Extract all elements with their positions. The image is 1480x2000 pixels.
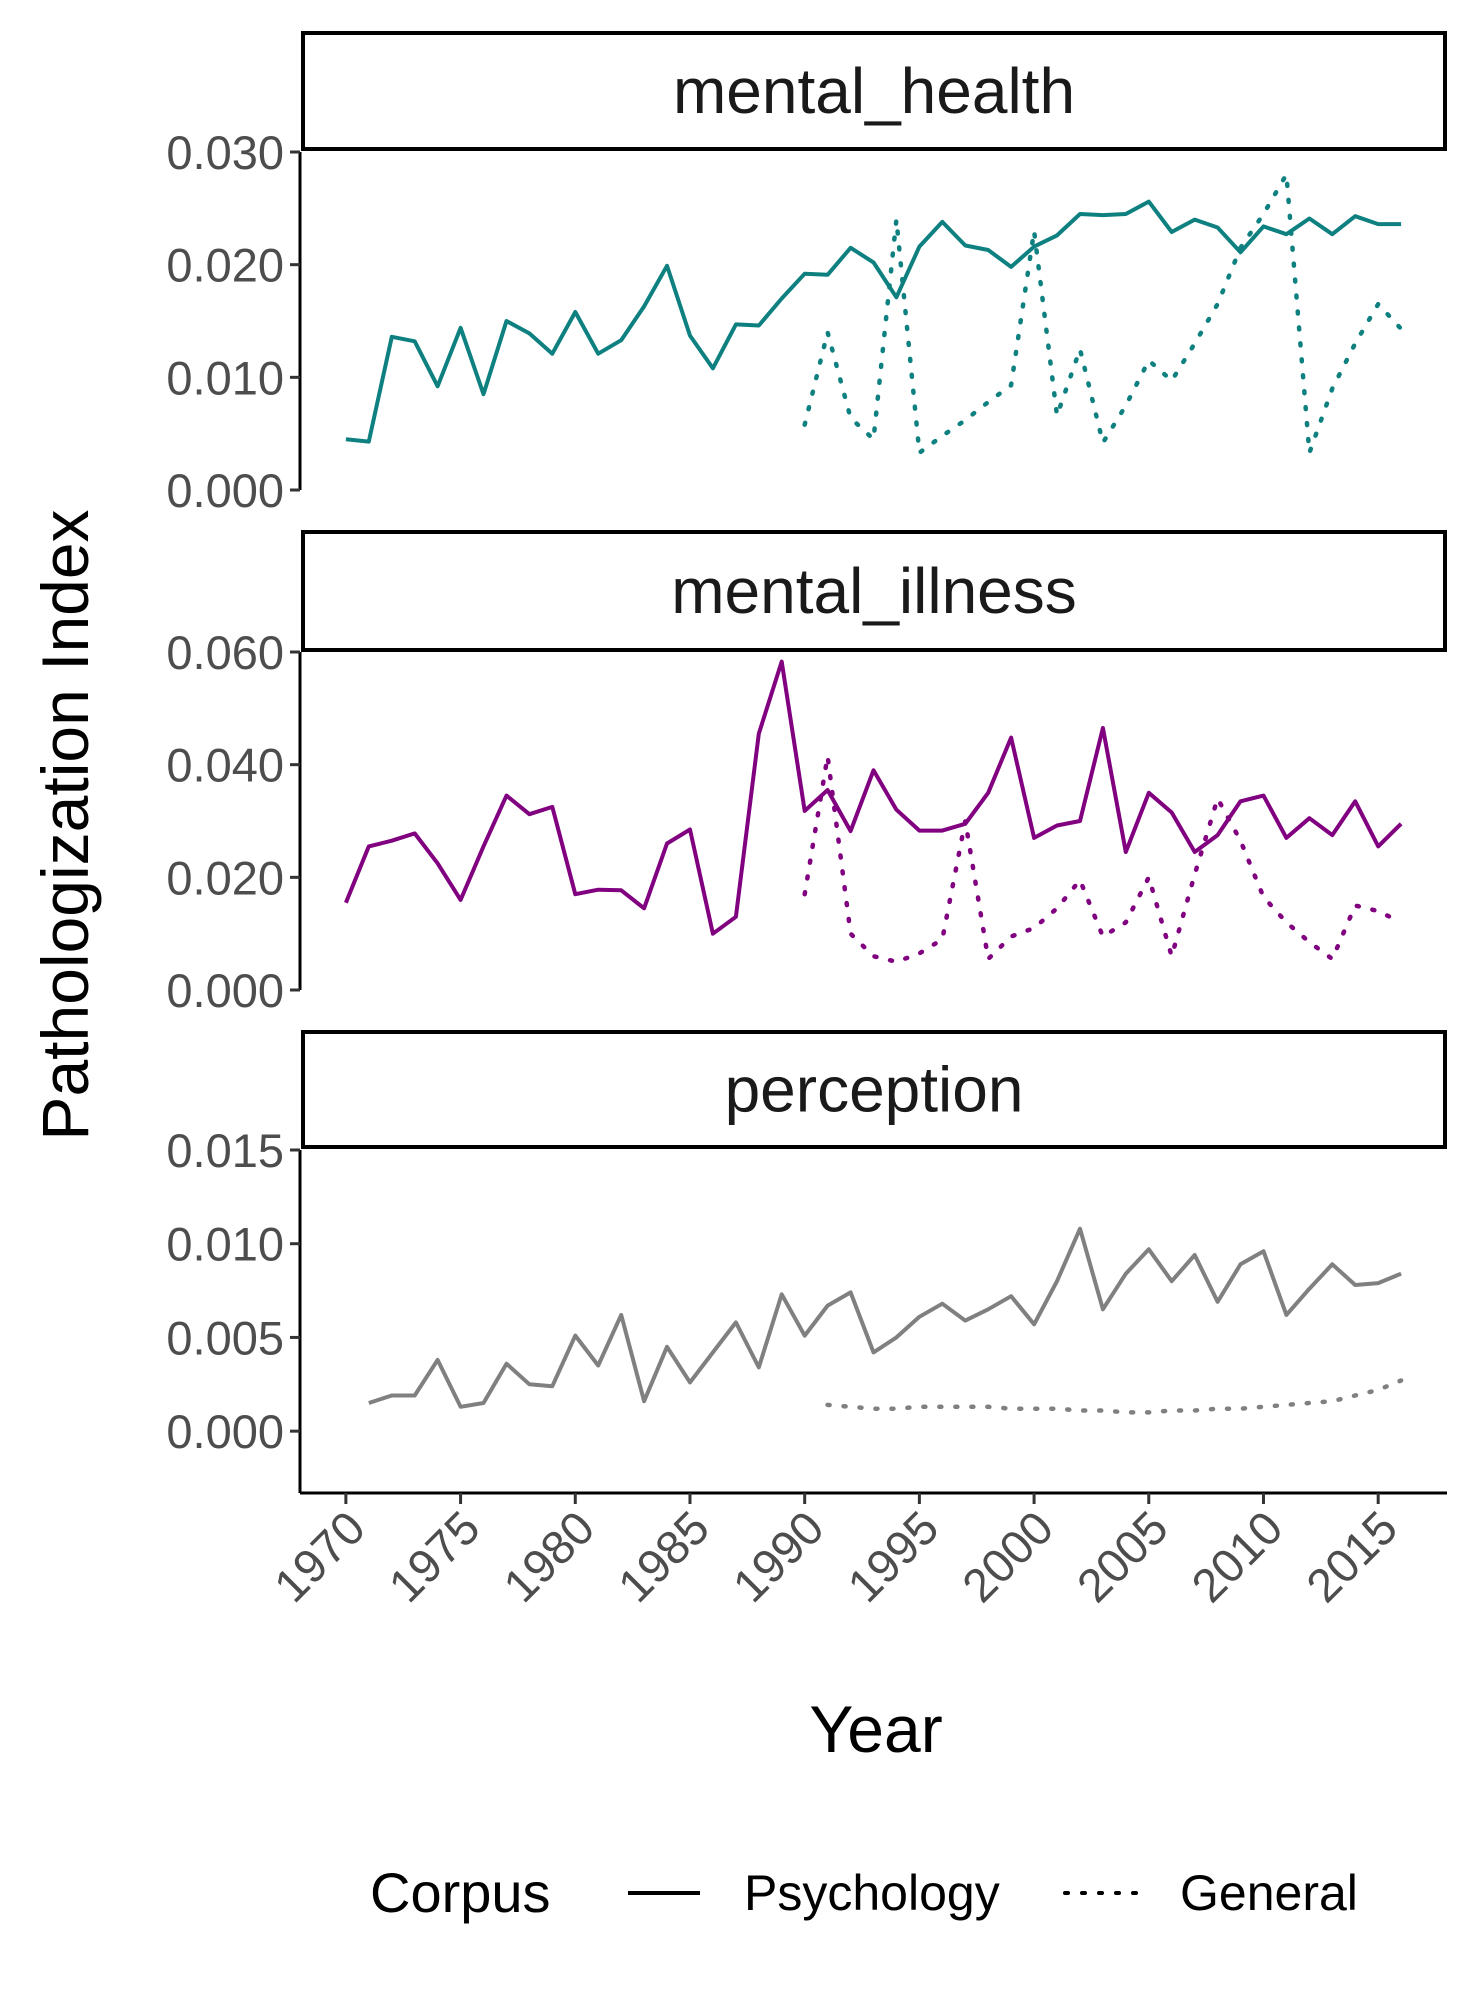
series-line-general bbox=[802, 172, 1404, 456]
strip-label: perception bbox=[725, 1054, 1024, 1126]
facet-mental-health: mental_health 0.000 0.010 0.020 0.030 bbox=[166, 31, 1447, 517]
y-tick-label: 0.060 bbox=[166, 626, 284, 679]
legend-title: Corpus bbox=[370, 1861, 551, 1924]
x-axis-title: Year bbox=[809, 1692, 942, 1766]
series-line-psychology bbox=[344, 659, 1403, 936]
x-tick-label: 1985 bbox=[608, 1501, 719, 1612]
strip-box bbox=[301, 530, 1447, 652]
y-tick-label: 0.000 bbox=[166, 964, 284, 1017]
y-tick-label: 0.010 bbox=[166, 1218, 284, 1271]
series-line-general bbox=[825, 1378, 1404, 1415]
x-axis: 1970 1975 1980 1985 1990 1995 2000 2005 2010 2015 bbox=[264, 1491, 1447, 1612]
x-tick-label: 2005 bbox=[1066, 1501, 1177, 1612]
facet-perception: perception 0.000 0.005 0.010 0.015 bbox=[166, 1030, 1447, 1493]
y-tick-label: 0.020 bbox=[166, 239, 284, 292]
x-tick-label: 2015 bbox=[1296, 1501, 1407, 1612]
strip-box bbox=[301, 1030, 1447, 1149]
x-tick-label: 2000 bbox=[952, 1501, 1063, 1612]
x-tick-label: 1990 bbox=[722, 1501, 833, 1612]
x-tick-label: 2010 bbox=[1181, 1501, 1292, 1612]
y-tick-label: 0.020 bbox=[166, 851, 284, 904]
facet-mental-illness: mental_illness 0.000 0.020 0.040 0.060 bbox=[166, 530, 1447, 1017]
legend-label-general: General bbox=[1180, 1865, 1358, 1921]
series-line-psychology bbox=[345, 199, 1402, 444]
strip-label: mental_illness bbox=[671, 555, 1077, 627]
strip-label: mental_health bbox=[673, 55, 1075, 127]
y-axis-title: Pathologization Index bbox=[28, 509, 102, 1140]
y-tick-label: 0.000 bbox=[166, 1405, 284, 1458]
y-tick-label: 0.005 bbox=[166, 1311, 284, 1364]
x-tick-label: 1970 bbox=[264, 1501, 375, 1612]
x-tick-label: 1980 bbox=[493, 1501, 604, 1612]
facet-panels: mental_health0.0000.0100.0200.030mental_… bbox=[166, 31, 1447, 1493]
x-tick-label: 1975 bbox=[378, 1501, 489, 1612]
x-tick-label: 1995 bbox=[837, 1501, 948, 1612]
series-line-general bbox=[802, 753, 1404, 965]
strip-box bbox=[301, 31, 1447, 151]
legend-label-psychology: Psychology bbox=[744, 1865, 1000, 1921]
y-tick-label: 0.030 bbox=[166, 126, 284, 179]
y-tick-label: 0.015 bbox=[166, 1124, 284, 1177]
series-line-psychology bbox=[368, 1226, 1402, 1409]
y-tick-label: 0.010 bbox=[166, 351, 284, 404]
y-tick-label: 0.000 bbox=[166, 464, 284, 517]
y-tick-label: 0.040 bbox=[166, 739, 284, 792]
legend: Corpus Psychology General bbox=[370, 1861, 1358, 1924]
